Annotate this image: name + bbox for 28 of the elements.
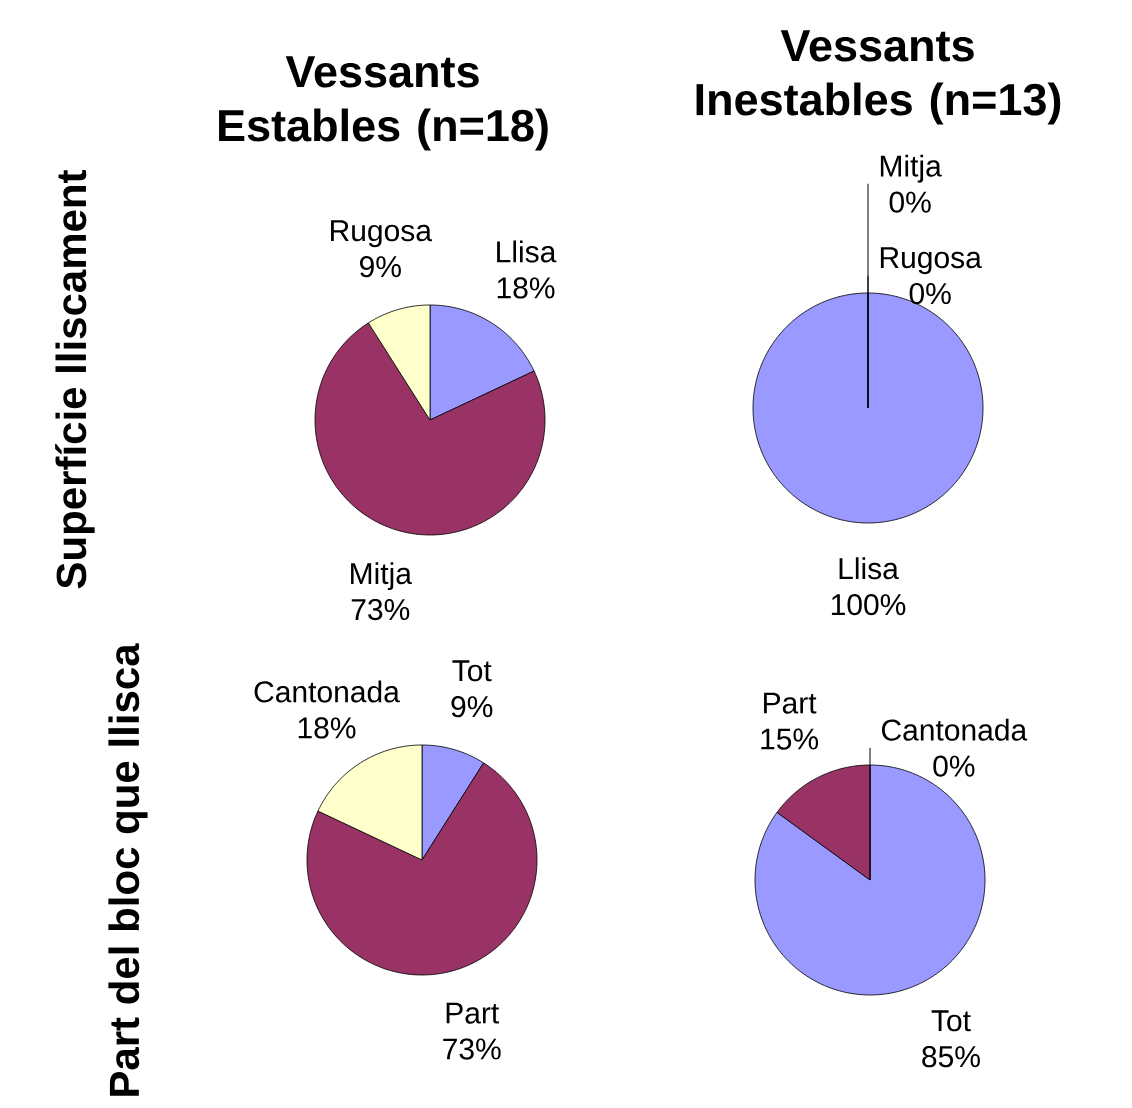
category-label: Rugosa <box>880 247 982 275</box>
data-label: 18% <box>298 717 356 739</box>
text: 0% <box>933 755 975 777</box>
data-label: 9% <box>451 696 493 718</box>
data-label: 100% <box>831 594 906 616</box>
slice-label: Part <box>764 692 817 714</box>
category-label: Cantonada <box>881 718 1028 741</box>
data-label: 85% <box>922 1046 980 1068</box>
slice-label: Llisa <box>839 557 899 580</box>
slice-label: Tot <box>452 660 492 682</box>
data-label: 18% <box>497 277 555 299</box>
text: Part del bloc que llisca <box>108 643 148 1096</box>
slice-label: Rugosa <box>331 220 432 248</box>
text: Superfície lliscament <box>55 169 95 589</box>
text: 0% <box>909 282 951 305</box>
data-label: 73% <box>443 1038 501 1060</box>
slice-label: Mitja <box>351 562 412 591</box>
chart-title: Vessants Estables (n=18) <box>219 56 548 151</box>
chart-title: Vessants Inestables (n=13) <box>696 30 1061 125</box>
category-label: Mitja <box>880 154 942 183</box>
slice-label: Cantonada <box>254 680 400 703</box>
slice-label: Llisa <box>497 240 557 263</box>
slice-label: Tot <box>931 1010 971 1032</box>
data-label: 9% <box>360 256 401 278</box>
data-label: 73% <box>351 598 410 621</box>
data-label: 15% <box>761 728 819 750</box>
text: 0% <box>889 191 931 213</box>
slice-label: Part <box>446 1002 500 1024</box>
